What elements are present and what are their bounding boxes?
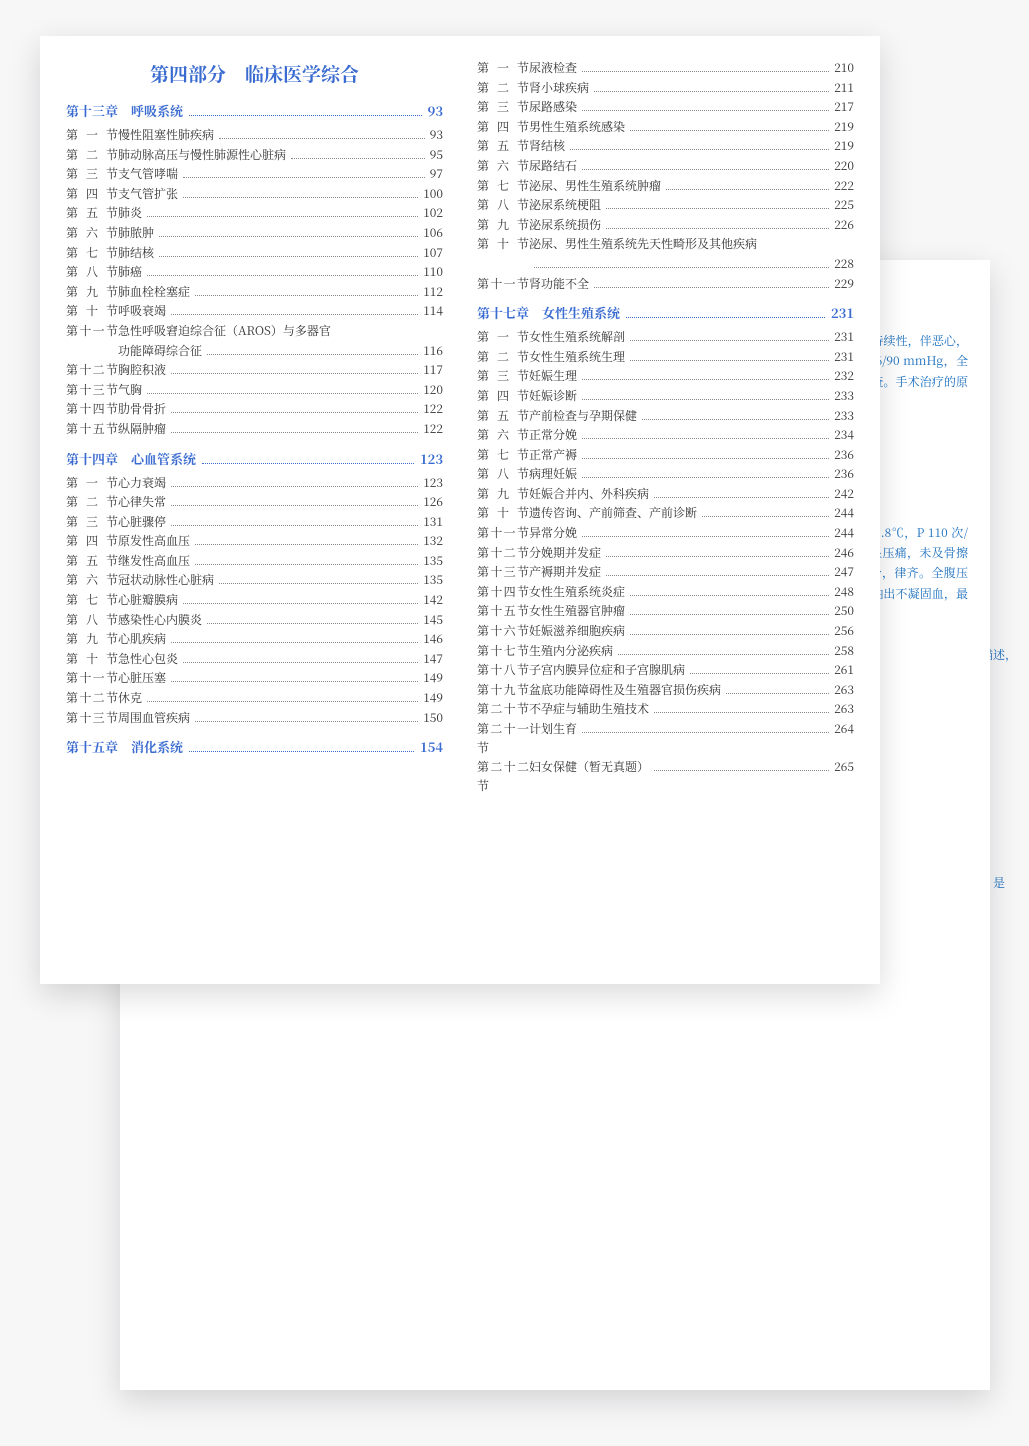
toc-section: 第二十节不孕症与辅助生殖技术263 — [477, 700, 854, 719]
toc-section: 第四节妊娠诊断233 — [477, 387, 854, 406]
toc-section: 第九节心肌疾病146 — [66, 630, 443, 649]
toc-section: 第十五节纵隔肿瘤122 — [66, 420, 443, 439]
toc-section: 第五节产前检查与孕期保健233 — [477, 407, 854, 426]
part-title: 第四部分 临床医学综合 — [66, 60, 443, 87]
toc-section: 第十二节分娩期并发症246 — [477, 544, 854, 563]
toc-section: 第一节尿液检查210 — [477, 59, 854, 78]
toc-section: 第三节妊娠生理232 — [477, 367, 854, 386]
toc-section: 第四节支气管扩张100 — [66, 185, 443, 204]
toc-section: 第八节泌尿系统梗阻225 — [477, 196, 854, 215]
toc-section: 第二十一节计划生育264 — [477, 720, 854, 757]
toc-section: 第十九节盆底功能障碍性及生殖器官损伤疾病263 — [477, 681, 854, 700]
toc-section: 第十一节异常分娩244 — [477, 524, 854, 543]
toc-section: 功能障碍综合征116 — [66, 342, 443, 361]
toc-section: 第三节支气管哮喘97 — [66, 165, 443, 184]
toc-section: 第十节急性心包炎147 — [66, 650, 443, 669]
toc-section: 第一节女性生殖系统解剖231 — [477, 328, 854, 347]
toc-section: 第七节正常产褥236 — [477, 446, 854, 465]
toc-section: 第二节女性生殖系统生理231 — [477, 348, 854, 367]
toc-section: 第十一节急性呼吸窘迫综合征（AROS）与多器官 — [66, 322, 443, 341]
toc-section: 第七节心脏瓣膜病142 — [66, 591, 443, 610]
toc-col-left: 第四部分 临床医学综合 第十三章 呼吸系统93 第一节慢性阻塞性肺疾病93第二节肺… — [66, 58, 443, 796]
toc-chapter: 第十三章 呼吸系统93 — [66, 101, 443, 120]
toc-col-right: 第一节尿液检查210第二节肾小球疾病211第三节尿路感染217第四节男性生殖系统… — [477, 58, 854, 796]
toc-section: 第十四节肋骨骨折122 — [66, 400, 443, 419]
toc-section: 第六节肺脓肿106 — [66, 224, 443, 243]
toc-chapter: 第十四章 心血管系统123 — [66, 449, 443, 468]
toc-section: 第一节慢性阻塞性肺疾病93 — [66, 126, 443, 145]
toc-section: 第五节继发性高血压135 — [66, 552, 443, 571]
toc-section: 第三节心脏骤停131 — [66, 513, 443, 532]
toc-section: 第十八节子宫内膜异位症和子宫腺肌病261 — [477, 661, 854, 680]
toc-section: 第八节病理妊娠236 — [477, 465, 854, 484]
toc-section: 第八节肺癌110 — [66, 263, 443, 282]
toc-section: 第十一节心脏压塞149 — [66, 669, 443, 688]
toc-chapter: 第十七章 女性生殖系统231 — [477, 303, 854, 322]
toc-section: 第十六节妊娠滋养细胞疾病256 — [477, 622, 854, 641]
toc-section: 第九节妊娠合并内、外科疾病242 — [477, 485, 854, 504]
toc-section: 第三节尿路感染217 — [477, 98, 854, 117]
toc-section: 第十节泌尿、男性生殖系统先天性畸形及其他疾病 — [477, 235, 854, 254]
toc-section: 第十一节肾功能不全229 — [477, 275, 854, 294]
toc-section: 第四节男性生殖系统感染219 — [477, 118, 854, 137]
toc-section: 第六节冠状动脉性心脏病135 — [66, 571, 443, 590]
toc-section: 第二节肺动脉高压与慢性肺源性心脏病95 — [66, 146, 443, 165]
toc-section: 第九节泌尿系统损伤226 — [477, 216, 854, 235]
toc-section: 第二节心律失常126 — [66, 493, 443, 512]
toc-section: 第十三节产褥期并发症247 — [477, 563, 854, 582]
toc-section: 第十二节休克149 — [66, 689, 443, 708]
toc-section: 第五节肺炎102 — [66, 204, 443, 223]
toc-section: 第十七节生殖内分泌疾病258 — [477, 642, 854, 661]
toc-section: 第六节尿路结石220 — [477, 157, 854, 176]
toc-section: 第七节肺结核107 — [66, 244, 443, 263]
toc-chapter: 第十五章 消化系统154 — [66, 737, 443, 756]
toc-section: 第九节肺血栓栓塞症112 — [66, 283, 443, 302]
toc-section: 第十三节周围血管疾病150 — [66, 709, 443, 728]
toc-section: 第十二节胸腔积液117 — [66, 361, 443, 380]
toc-section: 第五节肾结核219 — [477, 137, 854, 156]
toc-section: 第一节心力衰竭123 — [66, 474, 443, 493]
toc-section: 第二节肾小球疾病211 — [477, 79, 854, 98]
toc-page: 第四部分 临床医学综合 第十三章 呼吸系统93 第一节慢性阻塞性肺疾病93第二节肺… — [40, 36, 880, 984]
toc-section: 第十节遗传咨询、产前筛查、产前诊断244 — [477, 504, 854, 523]
toc-section: 第八节感染性心内膜炎145 — [66, 611, 443, 630]
toc-section: 第十四节女性生殖系统炎症248 — [477, 583, 854, 602]
toc-section: 第十三节气胸120 — [66, 381, 443, 400]
toc-section: 第六节正常分娩234 — [477, 426, 854, 445]
toc-section: 第十五节女性生殖器官肿瘤250 — [477, 602, 854, 621]
toc-section: 第四节原发性高血压132 — [66, 532, 443, 551]
toc-section: 第七节泌尿、男性生殖系统肿瘤222 — [477, 177, 854, 196]
toc-section: 228 — [477, 255, 854, 274]
toc-section: 第十节呼吸衰竭114 — [66, 302, 443, 321]
toc-section: 第二十二节妇女保健（暂无真题）265 — [477, 758, 854, 795]
